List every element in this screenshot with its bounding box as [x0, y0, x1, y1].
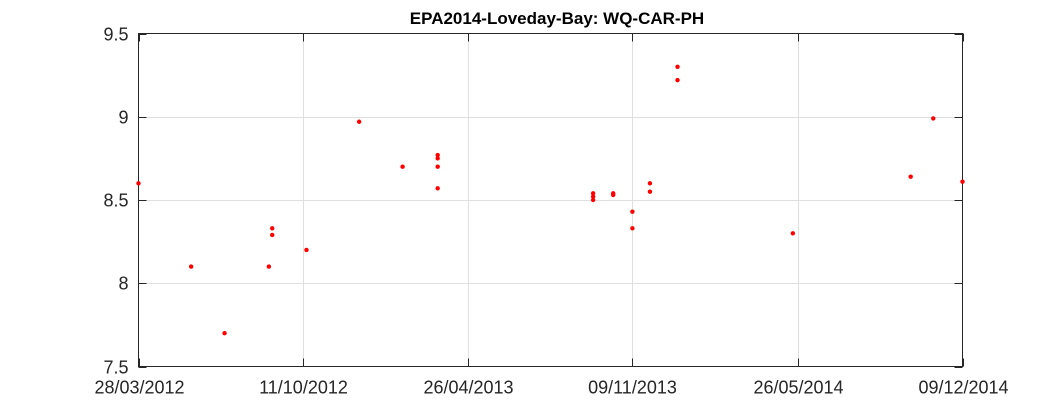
- data-point: [435, 156, 440, 161]
- data-point: [266, 264, 272, 269]
- y-tick-label: 8.5: [103, 191, 128, 211]
- data-point: [610, 192, 616, 198]
- data-points: [136, 64, 965, 336]
- data-point: [356, 119, 362, 124]
- x-tick-label: 09/12/2014: [918, 378, 1008, 398]
- grid-layer: [138, 33, 963, 367]
- data-point: [435, 186, 440, 191]
- data-point: [960, 179, 965, 184]
- x-tick-label: 26/05/2014: [753, 378, 843, 398]
- data-point: [435, 152, 440, 158]
- tick-layer: 28/03/2012 11/10/2012 26/04/2013 09/11/2013…: [94, 25, 1008, 398]
- y-tick-label: 9: [118, 108, 128, 128]
- y-tick-label: 9.5: [103, 25, 128, 45]
- data-point: [270, 226, 275, 231]
- data-point: [908, 174, 913, 179]
- data-point: [188, 264, 194, 269]
- data-point: [647, 181, 653, 186]
- y-tick-label: 8: [118, 274, 128, 294]
- data-point: [790, 231, 796, 236]
- data-point: [136, 181, 141, 186]
- data-point: [400, 164, 405, 169]
- data-point: [630, 209, 635, 214]
- y-tick-label: 7.5: [103, 358, 128, 378]
- data-point: [304, 247, 309, 253]
- data-point: [435, 164, 440, 169]
- x-tick-label: 09/11/2013: [588, 378, 677, 398]
- data-point: [590, 194, 596, 199]
- chart-title: EPA2014-Loveday-Bay: WQ-CAR-PH: [410, 9, 704, 28]
- x-tick-label: 26/04/2013: [423, 378, 513, 398]
- data-point: [590, 197, 596, 203]
- data-point: [270, 232, 275, 238]
- data-point: [590, 191, 596, 196]
- data-point: [675, 64, 680, 70]
- x-tick-label: 11/10/2012: [259, 378, 348, 398]
- data-point: [675, 77, 680, 83]
- data-point: [222, 331, 227, 336]
- data-point: [931, 116, 936, 121]
- x-tick-label: 28/03/2012: [94, 378, 184, 398]
- data-point: [630, 226, 635, 231]
- data-point: [647, 189, 653, 194]
